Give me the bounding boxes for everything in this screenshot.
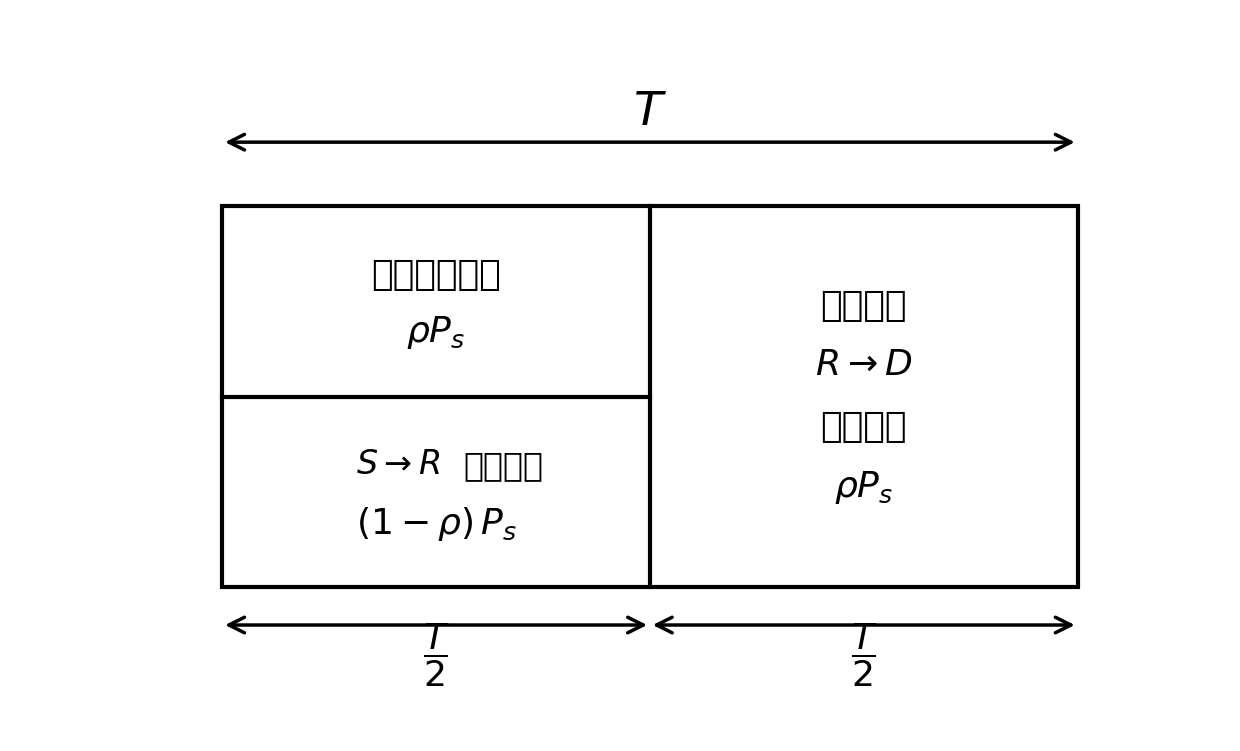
- Text: $\dfrac{T}{2}$: $\dfrac{T}{2}$: [851, 621, 877, 689]
- Text: $S \rightarrow R$: $S \rightarrow R$: [356, 451, 440, 481]
- Text: $\dfrac{T}{2}$: $\dfrac{T}{2}$: [423, 621, 449, 689]
- Text: 广播信号: 广播信号: [821, 288, 906, 322]
- Text: 信息传输: 信息传输: [821, 410, 906, 444]
- Text: $\rho P_s$: $\rho P_s$: [407, 315, 466, 351]
- Text: $(1-\rho)\,P_s$: $(1-\rho)\,P_s$: [356, 505, 516, 543]
- Text: $\rho P_s$: $\rho P_s$: [835, 469, 893, 506]
- Text: $\mathit{T}$: $\mathit{T}$: [632, 92, 667, 134]
- Text: $R \rightarrow D$: $R \rightarrow D$: [815, 350, 913, 382]
- Text: 中继能量采集: 中继能量采集: [371, 258, 501, 292]
- Text: 信息传输: 信息传输: [464, 450, 543, 482]
- Bar: [222, 206, 1078, 587]
